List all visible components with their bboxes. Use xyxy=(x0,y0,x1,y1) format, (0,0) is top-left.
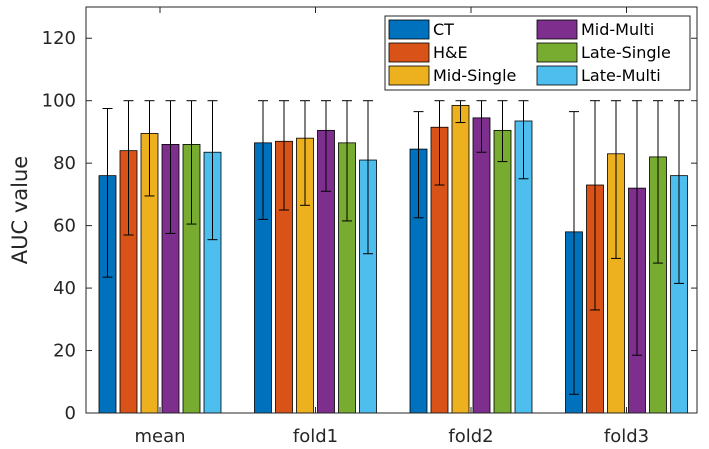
legend-swatch-mid-single xyxy=(388,65,430,86)
legend-swatch-ct xyxy=(388,19,430,40)
y-axis-title: AUC value xyxy=(8,156,32,264)
legend-label-hande: H&E xyxy=(433,43,468,62)
bar-mid-multi-fold2 xyxy=(472,117,491,414)
legend-label-late-single: Late-Single xyxy=(581,43,671,62)
y-tick-label: 40 xyxy=(53,278,76,299)
x-tick-label-fold3: fold3 xyxy=(604,426,649,447)
legend-label-late-multi: Late-Multi xyxy=(581,66,661,85)
legend-label-mid-multi: Mid-Multi xyxy=(581,20,654,39)
y-tick-label: 120 xyxy=(42,28,76,49)
legend-swatch-mid-multi xyxy=(536,19,578,40)
bar-late-single-fold2 xyxy=(493,129,512,414)
x-tick-label-fold1: fold1 xyxy=(293,426,338,447)
legend: CT H&E Mid-Single Mid-Multi Late-Single Late-… xyxy=(384,15,691,91)
y-axis: 0 20 40 60 80 100 120 xyxy=(42,28,697,424)
error-bars-layer xyxy=(102,100,684,395)
legend-swatch-late-multi xyxy=(536,65,578,86)
legend-label-mid-single: Mid-Single xyxy=(433,66,516,85)
x-tick-label-fold2: fold2 xyxy=(448,426,493,447)
bar-mid-single-fold2 xyxy=(451,104,470,414)
legend-label-ct: CT xyxy=(433,20,454,39)
y-tick-label: 80 xyxy=(53,153,76,174)
plot-frame xyxy=(85,6,698,414)
y-tick-label: 20 xyxy=(53,341,76,362)
x-tick-label-mean: mean xyxy=(134,426,185,447)
y-tick-label: 60 xyxy=(53,216,76,237)
x-axis: mean fold1 fold2 fold3 xyxy=(134,7,649,447)
legend-swatch-hande xyxy=(388,42,430,63)
y-tick-label: 0 xyxy=(65,403,76,424)
y-tick-label: 100 xyxy=(42,91,76,112)
legend-swatch-late-single xyxy=(536,42,578,63)
